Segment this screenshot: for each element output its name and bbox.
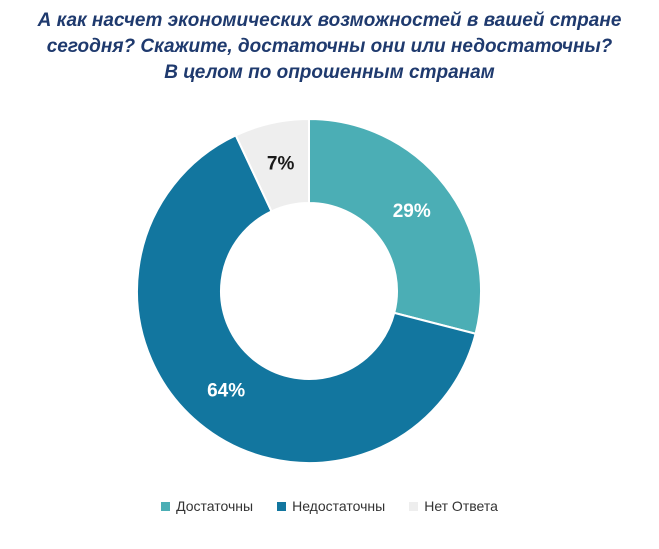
legend-swatch-insufficient [277, 501, 287, 511]
legend: Достаточны Недостаточны Нет Ответа [0, 498, 659, 514]
chart-title-line-3: В целом по опрошенным странам [164, 62, 495, 83]
data-label-sufficient: 29% [393, 201, 431, 222]
legend-label-sufficient: Достаточны [176, 498, 254, 514]
data-label-insufficient: 64% [207, 381, 245, 402]
chart-title: А как насчет экономических возможностей … [0, 8, 659, 86]
slice-insufficient [136, 134, 477, 464]
legend-item-sufficient: Достаточны [161, 498, 253, 514]
legend-label-no-answer: Нет Ответа [424, 498, 498, 514]
slice-sufficient [308, 117, 482, 335]
chart-title-line-1: А как насчет экономических возможностей … [37, 10, 622, 31]
legend-item-insufficient: Недостаточны [277, 498, 385, 514]
legend-item-no-answer: Нет Ответа [409, 498, 498, 514]
slice-no-answer [234, 117, 310, 213]
legend-swatch-no-answer [409, 501, 419, 511]
data-label-no-answer: 7% [267, 154, 295, 175]
legend-label-insufficient: Недостаточны [292, 498, 386, 514]
legend-swatch-sufficient [161, 501, 171, 511]
chart-title-line-2: сегодня? Скажите, достаточны они или нед… [46, 36, 613, 57]
